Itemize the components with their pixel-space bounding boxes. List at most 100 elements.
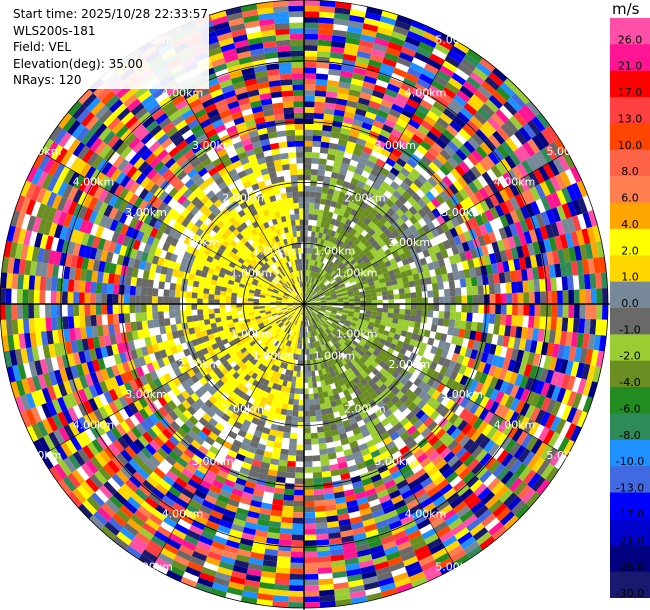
velocity-bin bbox=[465, 321, 472, 331]
velocity-bin bbox=[444, 296, 451, 304]
velocity-bin bbox=[384, 118, 397, 129]
velocity-bin bbox=[410, 168, 421, 179]
velocity-bin bbox=[521, 244, 530, 258]
velocity-bin bbox=[340, 64, 355, 73]
velocity-bin bbox=[304, 146, 313, 153]
velocity-bin bbox=[451, 245, 460, 256]
velocity-bin bbox=[406, 98, 420, 109]
velocity-bin bbox=[314, 398, 320, 405]
velocity-bin bbox=[430, 228, 440, 238]
velocity-bin bbox=[572, 318, 580, 333]
velocity-bin bbox=[130, 321, 138, 332]
velocity-bin bbox=[514, 221, 524, 235]
velocity-bin bbox=[333, 207, 341, 215]
velocity-bin bbox=[344, 218, 352, 226]
velocity-bin bbox=[316, 220, 322, 227]
velocity-bin bbox=[311, 455, 321, 462]
velocity-bin bbox=[322, 270, 328, 277]
velocity-bin bbox=[507, 496, 522, 511]
velocity-bin bbox=[406, 425, 418, 436]
velocity-bin bbox=[329, 242, 335, 249]
velocity-bin bbox=[45, 276, 53, 291]
velocity-bin bbox=[328, 142, 338, 150]
velocity-bin bbox=[275, 567, 291, 574]
velocity-bin bbox=[481, 103, 496, 117]
velocity-bin bbox=[399, 347, 407, 356]
velocity-bin bbox=[315, 84, 327, 92]
velocity-bin bbox=[378, 530, 393, 540]
velocity-bin bbox=[551, 304, 558, 318]
velocity-bin bbox=[360, 188, 369, 197]
velocity-bin bbox=[488, 499, 504, 514]
velocity-bin bbox=[362, 23, 379, 33]
velocity-bin bbox=[487, 274, 495, 285]
velocity-bin bbox=[414, 340, 422, 349]
velocity-bin bbox=[324, 252, 330, 259]
velocity-bin bbox=[331, 272, 338, 278]
velocity-bin bbox=[334, 266, 340, 273]
velocity-bin bbox=[515, 269, 523, 282]
velocity-bin bbox=[330, 323, 336, 329]
velocity-bin bbox=[316, 539, 330, 546]
velocity-bin bbox=[584, 243, 594, 260]
velocity-bin bbox=[453, 235, 462, 246]
velocity-bin bbox=[316, 314, 322, 320]
velocity-bin bbox=[421, 233, 430, 243]
velocity-bin bbox=[340, 186, 349, 194]
velocity-bin bbox=[367, 337, 375, 344]
velocity-bin bbox=[430, 399, 441, 411]
velocity-bin bbox=[332, 250, 338, 257]
velocity-bin bbox=[354, 432, 364, 441]
velocity-bin bbox=[397, 88, 412, 99]
velocity-bin bbox=[527, 472, 541, 489]
velocity-bin bbox=[399, 416, 410, 427]
velocity-bin bbox=[534, 304, 541, 317]
velocity-bin bbox=[509, 210, 520, 224]
velocity-bin bbox=[528, 304, 535, 317]
velocity-bin bbox=[383, 220, 392, 229]
velocity-bin bbox=[317, 431, 326, 439]
velocity-bin bbox=[395, 234, 404, 243]
velocity-bin bbox=[540, 304, 547, 317]
velocity-bin bbox=[556, 290, 563, 304]
velocity-bin bbox=[382, 256, 390, 264]
velocity-bin bbox=[399, 133, 412, 144]
velocity-bin bbox=[377, 524, 391, 535]
velocity-bin bbox=[95, 293, 102, 304]
velocity-bin bbox=[424, 358, 433, 368]
velocity-bin bbox=[480, 265, 488, 276]
velocity-bin bbox=[524, 256, 532, 269]
velocity-bin bbox=[489, 376, 499, 389]
velocity-bin bbox=[230, 307, 237, 312]
velocity-bin bbox=[366, 64, 381, 74]
velocity-bin bbox=[449, 99, 464, 112]
velocity-bin bbox=[314, 299, 321, 302]
velocity-bin bbox=[459, 278, 467, 288]
velocity-bin bbox=[318, 291, 324, 296]
velocity-bin bbox=[386, 285, 393, 291]
velocity-bin bbox=[311, 291, 316, 297]
velocity-bin bbox=[306, 276, 309, 282]
velocity-bin bbox=[282, 431, 291, 439]
velocity-bin bbox=[314, 308, 320, 311]
velocity-bin bbox=[358, 260, 366, 268]
velocity-bin bbox=[389, 167, 400, 177]
velocity-bin bbox=[329, 314, 336, 318]
velocity-bin bbox=[320, 304, 327, 307]
velocity-bin bbox=[488, 313, 496, 325]
velocity-bin bbox=[341, 343, 348, 351]
velocity-bin bbox=[345, 347, 352, 355]
velocity-bin bbox=[291, 415, 299, 423]
velocity-bin bbox=[359, 329, 366, 335]
velocity-bin bbox=[347, 256, 355, 263]
velocity-bin bbox=[402, 519, 417, 531]
velocity-bin bbox=[456, 111, 470, 125]
velocity-bin bbox=[213, 299, 220, 304]
velocity-bin bbox=[488, 181, 500, 195]
velocity-bin bbox=[363, 75, 378, 85]
velocity-bin bbox=[495, 108, 509, 124]
velocity-bin bbox=[337, 309, 343, 313]
velocity-bin bbox=[450, 335, 459, 345]
velocity-bin bbox=[375, 236, 383, 244]
velocity-bin bbox=[73, 291, 80, 304]
